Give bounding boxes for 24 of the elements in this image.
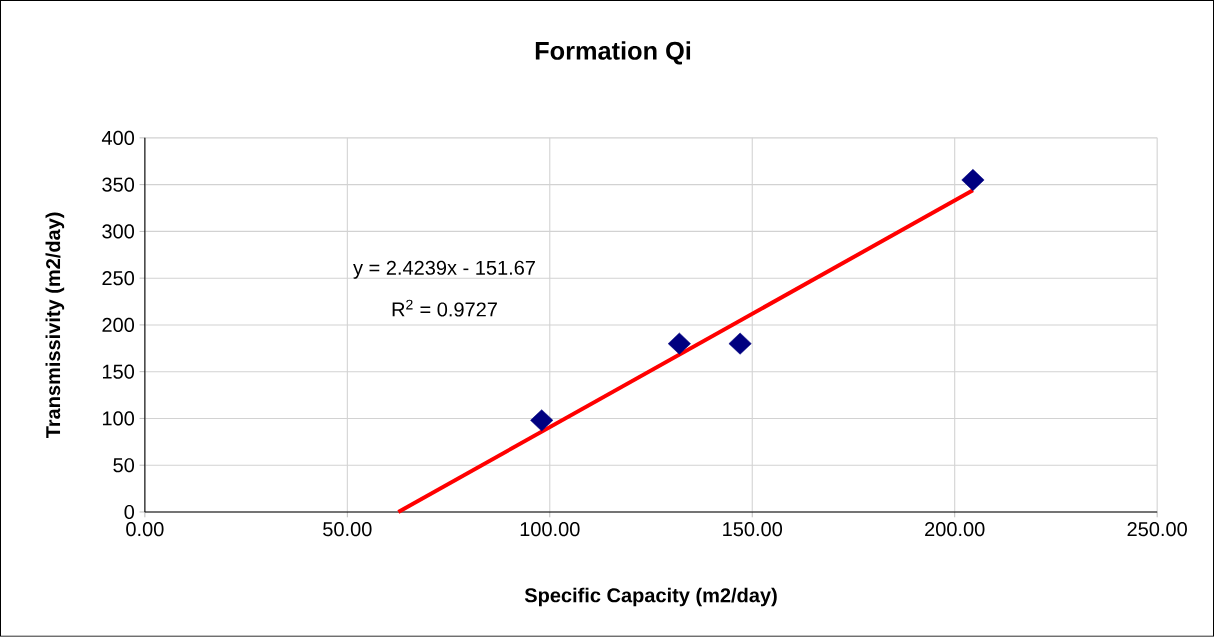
y-tick-label: 0 (124, 504, 135, 520)
y-tick-label: 200 (102, 317, 135, 333)
x-tick-label: 150.00 (723, 522, 783, 537)
x-tick-label: 50.00 (323, 522, 372, 537)
y-tick-label: 250 (102, 271, 135, 286)
point (667, 332, 691, 355)
y-tick-label: 100 (102, 411, 135, 426)
y-tick-label: 350 (102, 177, 135, 192)
x-axis-title: Specific Capacity (m2/day) (524, 587, 777, 607)
y-tick-label: 50 (113, 458, 135, 473)
x-tick-label: 0.00 (126, 522, 164, 537)
x-tick-label: 200.00 (925, 522, 985, 537)
y-tick-label: 150 (102, 364, 135, 379)
y-tick-label: 400 (101, 130, 135, 146)
x-tick-label: 100.00 (520, 522, 580, 537)
annotation: y = 2.4239x - 151.67 (353, 260, 535, 279)
point (728, 332, 752, 355)
y-tick-label: 300 (102, 224, 135, 239)
y-axis-title: Transmissivity (m2/day) (45, 212, 65, 439)
point (961, 169, 985, 191)
x-tick-label: 250.00 (1127, 522, 1187, 537)
chart-title: Formation Qi (535, 41, 691, 65)
annotation: R$^{2}$ = 0.9727 (392, 299, 497, 317)
point (530, 409, 554, 432)
